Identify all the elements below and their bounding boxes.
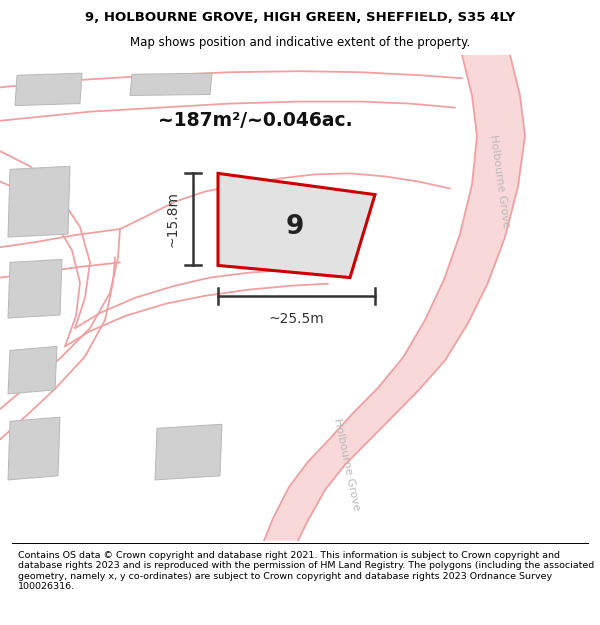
Polygon shape — [8, 259, 62, 318]
Polygon shape — [218, 173, 375, 278]
Text: 9, HOLBOURNE GROVE, HIGH GREEN, SHEFFIELD, S35 4LY: 9, HOLBOURNE GROVE, HIGH GREEN, SHEFFIEL… — [85, 11, 515, 24]
Text: Holbourne Grove: Holbourne Grove — [488, 134, 512, 229]
Polygon shape — [155, 424, 222, 480]
Polygon shape — [8, 418, 60, 480]
Polygon shape — [8, 346, 57, 394]
Polygon shape — [130, 73, 212, 96]
Text: ~187m²/~0.046ac.: ~187m²/~0.046ac. — [158, 111, 352, 130]
Polygon shape — [15, 73, 82, 106]
Text: 9: 9 — [286, 214, 304, 240]
Text: Map shows position and indicative extent of the property.: Map shows position and indicative extent… — [130, 36, 470, 49]
Text: ~25.5m: ~25.5m — [269, 312, 325, 326]
Text: ~15.8m: ~15.8m — [165, 191, 179, 248]
Polygon shape — [264, 55, 525, 541]
Text: Holbourne Grove: Holbourne Grove — [332, 418, 362, 512]
Text: Contains OS data © Crown copyright and database right 2021. This information is : Contains OS data © Crown copyright and d… — [18, 551, 594, 591]
Polygon shape — [8, 166, 70, 237]
